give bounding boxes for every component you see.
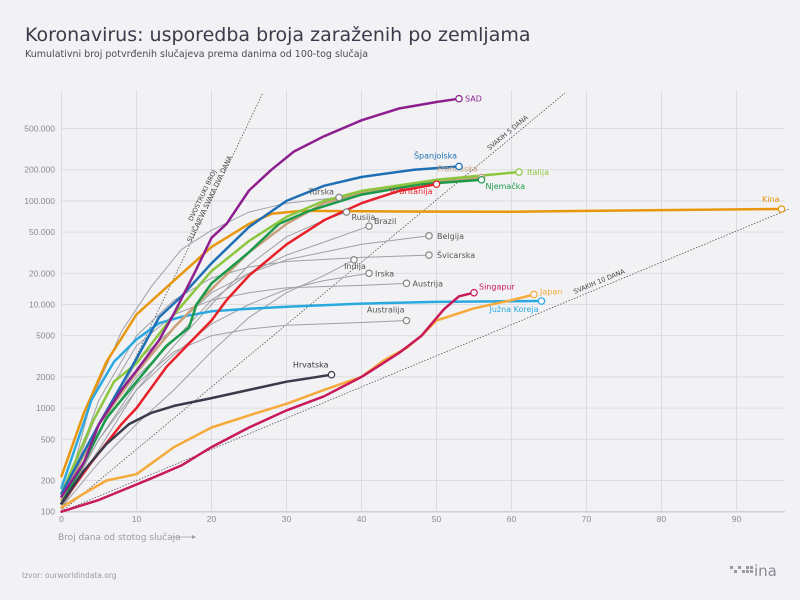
series-line-ju-na-koreja [60, 299, 543, 490]
x-tick-label: 30 [282, 514, 292, 524]
hina-logo: ina [730, 562, 777, 580]
series-endpoint--vicarska [425, 251, 433, 259]
x-tick-label: 50 [432, 514, 442, 524]
series-line--panjolska [60, 165, 461, 495]
y-tick-label: 2000 [36, 372, 55, 382]
series-line-njema-ka [60, 178, 483, 505]
reference-line [61, 208, 790, 513]
series-label-brazil: Brazil [374, 217, 396, 226]
x-tick-label: 40 [357, 514, 367, 524]
series-line-japan [60, 293, 536, 509]
svg-text:ina: ina [754, 562, 777, 580]
series-endpoint-rusija [342, 208, 351, 216]
series-endpoint-ju-na-koreja [537, 297, 546, 305]
series-endpoint-irska [365, 269, 373, 278]
series-label-turska: Turska [307, 187, 334, 196]
series-line--vicarska [61, 254, 430, 504]
reference-line [61, 92, 566, 513]
x-tick-label: 70 [582, 514, 592, 524]
series-endpoint-njema-ka [477, 175, 486, 184]
series-endpoint-belgija [425, 232, 433, 240]
series-endpoint-turska [335, 193, 343, 202]
series-endpoint-singapur [470, 288, 478, 297]
series-lines [60, 97, 783, 513]
source-text: Izvor: ourworldindata.org [22, 571, 117, 580]
series-label-austrija: Austrija [413, 279, 444, 288]
series-endpoint-japan [530, 290, 538, 299]
arrow-right-icon [172, 535, 196, 539]
series-label-australija: Australija [367, 306, 405, 315]
series-label-ju-na-koreja: Južna Koreja [488, 305, 538, 314]
x-tick-label: 20 [207, 514, 217, 524]
series-endpoint-hrvatska [327, 370, 336, 379]
series-label-irska: Irska [375, 269, 394, 278]
series-endpoint-sad [455, 94, 463, 103]
series-line-rusija [61, 211, 347, 508]
y-tick-label: 500.000 [24, 123, 55, 133]
x-tick-label: 0 [59, 514, 64, 524]
series-label-japan: Japan [539, 287, 562, 296]
chart-subtitle: Kumulativni broj potvrđenih slučajeva pr… [25, 49, 368, 60]
series-endpoint-austrija [402, 279, 411, 288]
y-tick-label: 50.000 [29, 227, 55, 237]
x-tick-label: 60 [507, 514, 517, 524]
series-endpoint-v-britanija [432, 180, 441, 188]
y-tick-label: 20.000 [29, 268, 55, 278]
series-line-singapur [60, 291, 476, 513]
series-label-kina: Kina [762, 195, 780, 204]
series-label-italija: Italija [527, 168, 549, 177]
y-tick-label: 1000 [36, 403, 55, 413]
series-line-irska [61, 272, 370, 504]
series-label-rusija: Rusija [352, 213, 376, 222]
series-line-australija [61, 320, 407, 508]
series-label-singapur: Singapur [479, 283, 516, 292]
series-endpoint-kina [777, 205, 786, 213]
y-tick-label: 100 [41, 507, 55, 517]
x-tick-label: 90 [732, 514, 742, 524]
y-tick-label: 100.000 [24, 196, 55, 206]
series-label-indija: Indija [344, 262, 366, 271]
y-tick-label: 200 [41, 476, 55, 486]
series-label--vicarska: Švicarska [437, 249, 475, 260]
y-tick-label: 500 [41, 434, 55, 444]
y-tick-label: 10.000 [29, 300, 55, 310]
series-line-turska [61, 196, 340, 513]
series-endpoint-indija [350, 256, 358, 264]
series-label-belgija: Belgija [437, 232, 464, 241]
series-endpoint-italija [515, 168, 523, 176]
series-label--panjolska: Španjolska [414, 149, 457, 160]
series-label-njema-ka: Njemačka [486, 181, 526, 191]
x-axis-label: Broj dana od stotog slučaja [58, 532, 181, 543]
chart-title: Koronavirus: usporedba broja zaraženih p… [25, 24, 531, 46]
series-endpoint-brazil [365, 222, 373, 230]
x-tick-label: 80 [657, 514, 667, 524]
reference-line [61, 92, 264, 512]
series-endpoint--panjolska [455, 162, 463, 171]
series-label-hrvatska: Hrvatska [293, 361, 329, 370]
series-label-v-britanija: V. Britanija [390, 187, 433, 196]
series-line-v-britanija [60, 182, 438, 505]
series-label-sad: SAD [465, 95, 482, 104]
x-tick-label: 10 [132, 514, 142, 524]
series-line-hrvatska [60, 373, 333, 505]
y-tick-label: 200.000 [24, 165, 55, 175]
series-endpoint-australija [402, 316, 411, 325]
series-line-italija [60, 170, 521, 495]
series-line-sad [60, 97, 461, 498]
series-line-indija [61, 259, 355, 508]
y-tick-label: 5000 [36, 331, 55, 341]
